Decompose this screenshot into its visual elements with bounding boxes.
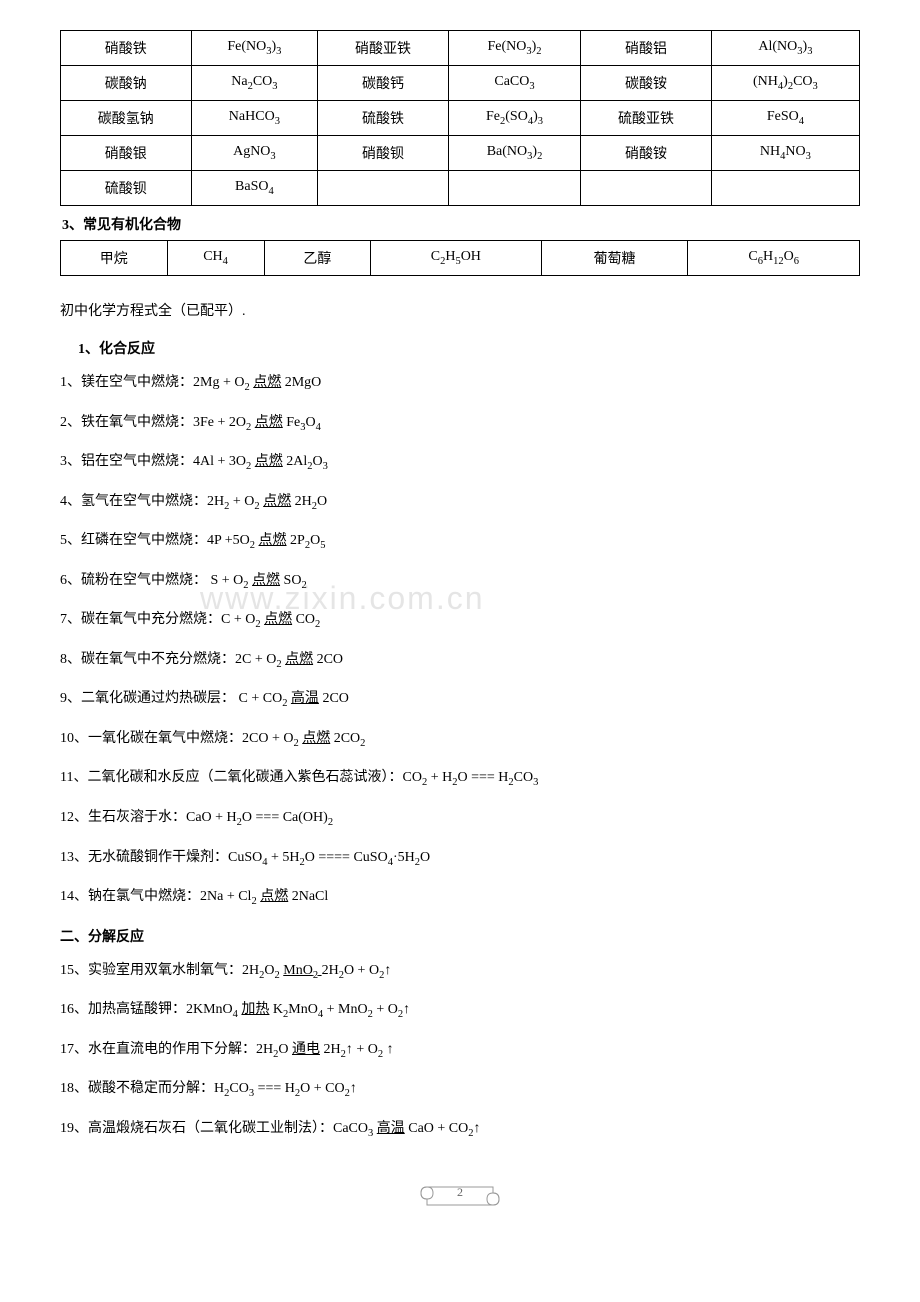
table-cell: 硫酸铁 [318, 101, 449, 136]
table-cell: 碳酸铵 [581, 66, 712, 101]
table-cell: 硫酸亚铁 [581, 101, 712, 136]
equation-line: 19、高温煅烧石灰石（二氧化碳工业制法）：CaCO3 高温 CaO + CO2↑ [60, 1118, 860, 1142]
equation-line: 4、氢气在空气中燃烧：2H2 + O2 点燃 2H2O [60, 491, 860, 515]
table-cell: (NH4)2CO3 [711, 66, 859, 101]
page-footer: 2 [60, 1181, 860, 1216]
table-cell: NH4NO3 [711, 136, 859, 171]
page-number: 2 [415, 1185, 505, 1200]
equation-line: 16、加热高锰酸钾：2KMnO4 加热 K2MnO4 + MnO2 + O2↑ [60, 999, 860, 1023]
section-1-title: 1、化合反应 [78, 338, 860, 358]
intro-text: 初中化学方程式全（已配平）. [60, 300, 860, 320]
table-cell: 硝酸铁 [61, 31, 192, 66]
table-cell: BaSO4 [191, 171, 318, 206]
table-cell: 硫酸钡 [61, 171, 192, 206]
equation-line: 8、碳在氧气中不充分燃烧：2C + O2 点燃 2CO [60, 649, 860, 673]
table-cell: 甲烷 [61, 241, 168, 276]
table-cell: 碳酸钙 [318, 66, 449, 101]
table-cell [581, 171, 712, 206]
equation-line: 12、生石灰溶于水：CaO + H2O === Ca(OH)2 [60, 807, 860, 831]
table-cell: 碳酸钠 [61, 66, 192, 101]
equation-line: 7、碳在氧气中充分燃烧：C + O2 点燃 CO2 [60, 609, 860, 633]
equation-line: 2、铁在氧气中燃烧：3Fe + 2O2 点燃 Fe3O4 [60, 412, 860, 436]
equation-line: 18、碳酸不稳定而分解：H2CO3 === H2O + CO2↑ [60, 1078, 860, 1102]
equation-line: 11、二氧化碳和水反应（二氧化碳通入紫色石蕊试液）：CO2 + H2O === … [60, 767, 860, 791]
organics-table: 甲烷CH4乙醇C2H5OH葡萄糖C6H12O6 [60, 240, 860, 276]
equation-line: 6、硫粉在空气中燃烧： S + O2 点燃 SO2 [60, 570, 860, 594]
compound-table: 硝酸铁Fe(NO3)3硝酸亚铁Fe(NO3)2硝酸铝Al(NO3)3 碳酸钠Na2… [60, 30, 860, 206]
table-cell: 乙醇 [264, 241, 371, 276]
equation-line: 14、钠在氯气中燃烧：2Na + Cl2 点燃 2NaCl [60, 886, 860, 910]
equation-line: 13、无水硫酸铜作干燥剂：CuSO4 + 5H2O ==== CuSO4·5H2… [60, 847, 860, 871]
table-cell: 硝酸钡 [318, 136, 449, 171]
table-cell: Fe2(SO4)3 [448, 101, 581, 136]
table-cell: C2H5OH [371, 241, 541, 276]
table-cell: C6H12O6 [688, 241, 860, 276]
table-cell: 硝酸铵 [581, 136, 712, 171]
table-cell: Ba(NO3)2 [448, 136, 581, 171]
table-cell: AgNO3 [191, 136, 318, 171]
equation-line: 1、镁在空气中燃烧：2Mg + O2 点燃 2MgO [60, 372, 860, 396]
equation-line: 10、一氧化碳在氧气中燃烧：2CO + O2 点燃 2CO2 [60, 728, 860, 752]
equation-line: 3、铝在空气中燃烧：4Al + 3O2 点燃 2Al2O3 [60, 451, 860, 475]
table-cell: CH4 [167, 241, 264, 276]
table-cell: NaHCO3 [191, 101, 318, 136]
table-cell [318, 171, 449, 206]
table-cell: 葡萄糖 [541, 241, 688, 276]
organics-section-label: 3、常见有机化合物 [62, 214, 860, 234]
table-cell: Fe(NO3)3 [191, 31, 318, 66]
table-cell: 硝酸银 [61, 136, 192, 171]
table-cell [711, 171, 859, 206]
equation-line: 17、水在直流电的作用下分解：2H2O 通电 2H2↑ + O2 ↑ [60, 1039, 860, 1063]
equation-line: 15、实验室用双氧水制氧气：2H2O2 MnO2 2H2O + O2↑ [60, 960, 860, 984]
table-cell [448, 171, 581, 206]
table-cell: 硝酸亚铁 [318, 31, 449, 66]
table-cell: FeSO4 [711, 101, 859, 136]
table-cell: 硝酸铝 [581, 31, 712, 66]
table-cell: CaCO3 [448, 66, 581, 101]
section-2-title: 二、分解反应 [60, 926, 860, 946]
equation-line: 9、二氧化碳通过灼热碳层： C + CO2 高温 2CO [60, 688, 860, 712]
table-cell: Na2CO3 [191, 66, 318, 101]
table-cell: Fe(NO3)2 [448, 31, 581, 66]
table-cell: 碳酸氢钠 [61, 101, 192, 136]
table-cell: Al(NO3)3 [711, 31, 859, 66]
equation-line: 5、红磷在空气中燃烧：4P +5O2 点燃 2P2O5 [60, 530, 860, 554]
